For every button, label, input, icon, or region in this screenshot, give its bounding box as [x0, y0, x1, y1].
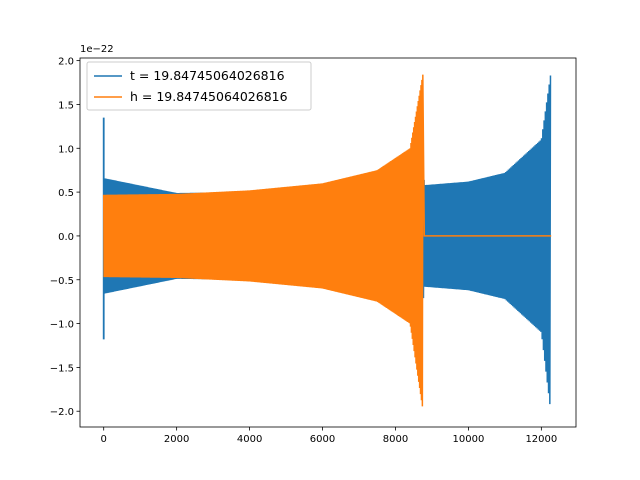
- y-tick-label: 0.5: [58, 188, 74, 199]
- y-tick-label: −0.5: [50, 276, 74, 287]
- x-tick-label: 0: [101, 434, 107, 445]
- legend-frame: [86, 61, 312, 111]
- y-offset-label: 1e−22: [80, 44, 114, 55]
- legend: t = 19.84745064026816 h = 19.84745064026…: [86, 61, 312, 111]
- y-tick-label: 2.0: [58, 57, 74, 68]
- x-tick-label: 6000: [310, 434, 335, 445]
- x-tick-label: 4000: [237, 434, 262, 445]
- x-tick-label: 2000: [164, 434, 189, 445]
- legend-label-h: h = 19.84745064026816: [130, 89, 288, 104]
- x-tick-label: 8000: [383, 434, 408, 445]
- y-tick-label: 1.5: [58, 100, 74, 111]
- y-tick-label: −2.0: [50, 407, 74, 418]
- y-tick-label: −1.0: [50, 320, 74, 331]
- y-tick-label: 0.0: [58, 232, 74, 243]
- y-tick-label: 1.0: [58, 144, 74, 155]
- x-tick-label: 12000: [525, 434, 557, 445]
- legend-label-t: t = 19.84745064026816: [130, 68, 285, 83]
- y-tick-label: −1.5: [50, 363, 74, 374]
- plot-area: [102, 74, 552, 407]
- x-tick-label: 10000: [453, 434, 485, 445]
- axes-frame: [79, 57, 577, 428]
- axes: 0 2000 4000 6000 8000 10000 12000 −2.0 −1.5 −1.0 −…: [50, 57, 577, 445]
- series-line-1: [102, 74, 552, 407]
